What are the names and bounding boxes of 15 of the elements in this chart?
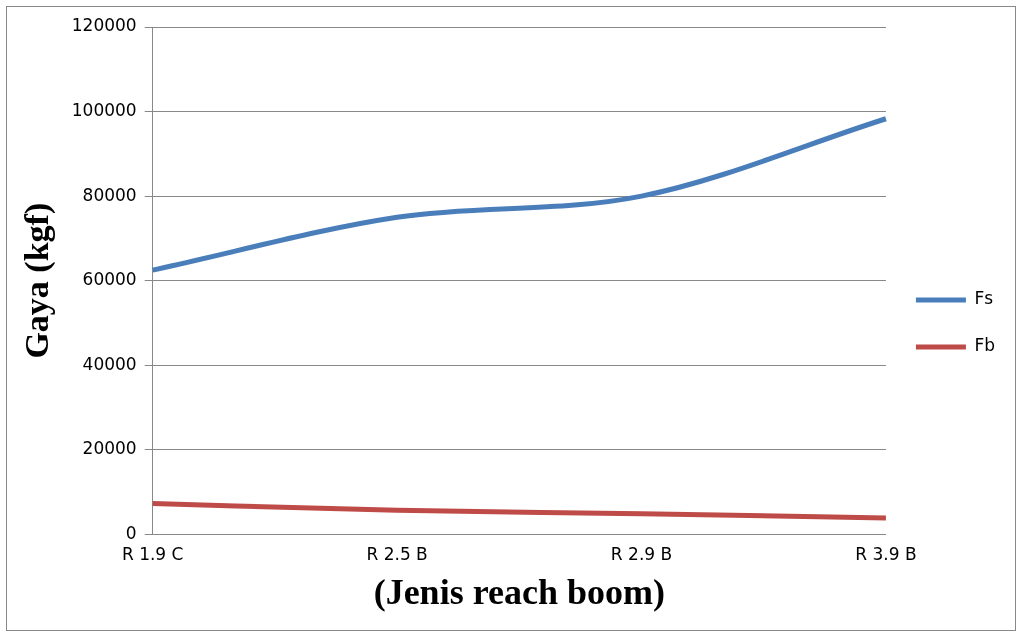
y-tick-label: 60000 <box>82 269 137 290</box>
y-tick-label: 20000 <box>82 438 137 459</box>
x-tick-label: R 2.9 B <box>610 544 673 565</box>
legend-label: Fb <box>974 335 996 356</box>
y-tick-label: 120000 <box>71 15 137 36</box>
y-tick-label: 0 <box>125 522 137 543</box>
x-axis-title: (Jenis reach boom) <box>373 571 665 612</box>
x-tick-label: R 1.9 C <box>121 544 184 565</box>
x-tick-label: R 2.5 B <box>366 544 428 565</box>
y-tick-label: 40000 <box>82 353 137 374</box>
y-tick-label: 80000 <box>82 184 137 205</box>
y-axis-title: Gaya (kgf) <box>18 202 57 359</box>
legend-label: Fs <box>974 288 994 309</box>
y-tick-label: 100000 <box>71 99 137 120</box>
x-tick-label: R 3.9 B <box>855 544 917 565</box>
